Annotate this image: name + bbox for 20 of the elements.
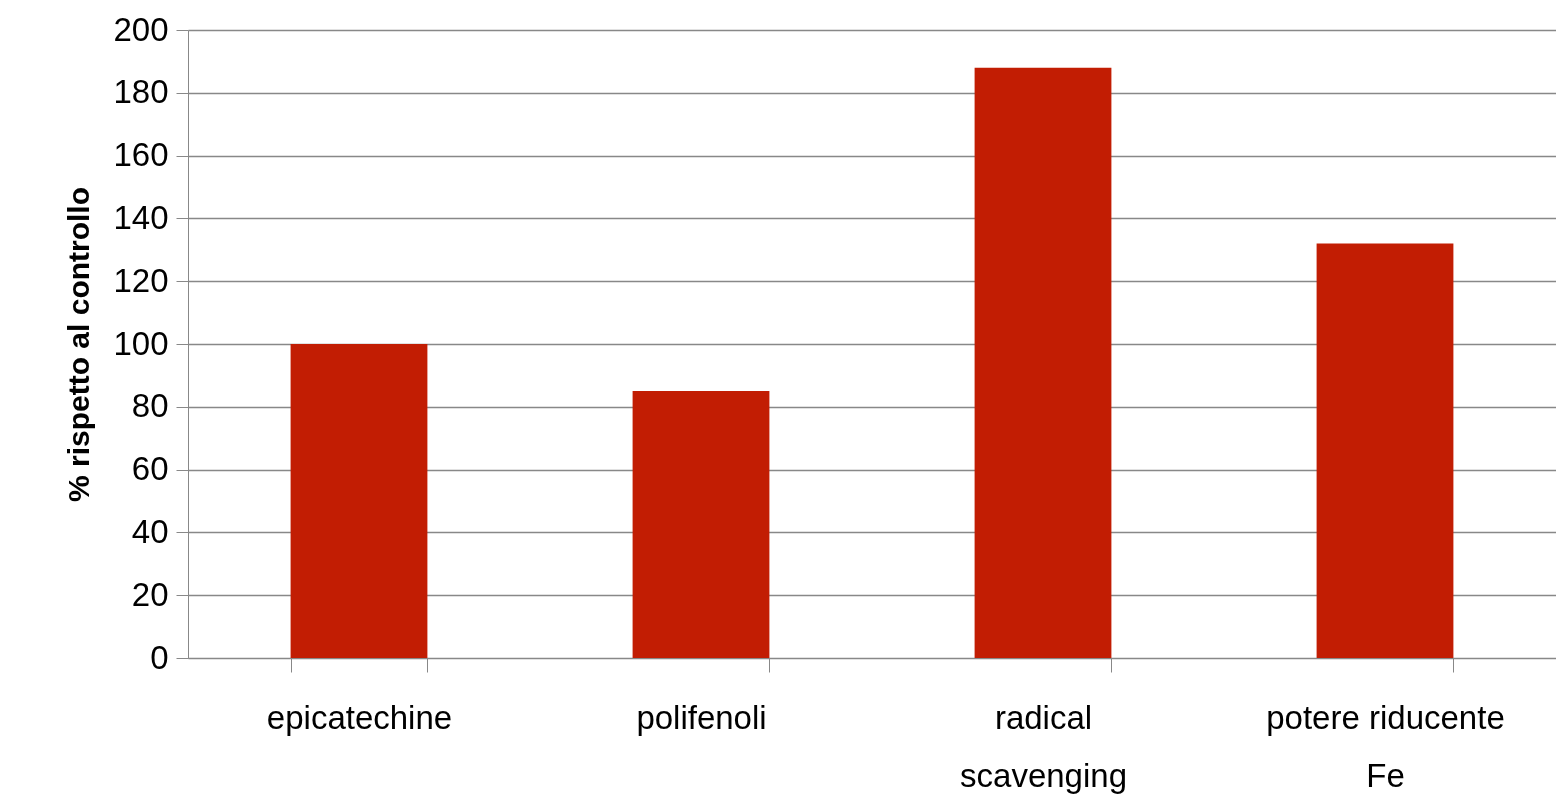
y-tick-label: 140 xyxy=(113,198,169,236)
x-tick-label: polifenoli xyxy=(636,698,767,736)
y-tick-label: 80 xyxy=(131,387,169,425)
y-tick-label: 100 xyxy=(113,324,169,362)
bar xyxy=(1316,243,1454,658)
y-tick-label: 180 xyxy=(113,73,169,111)
y-tick-label: 40 xyxy=(131,512,169,550)
y-tick-label: 120 xyxy=(113,261,169,299)
y-tick-label: 0 xyxy=(150,638,169,676)
y-tick-label: 20 xyxy=(131,575,169,613)
x-tick-label: potere riducente Fe xyxy=(1266,698,1505,794)
x-tick-label: radical scavenging xyxy=(960,698,1127,794)
y-axis-title: % rispetto al controllo xyxy=(62,186,96,503)
y-tick-label: 200 xyxy=(113,10,169,48)
y-tick-label: 160 xyxy=(113,136,169,174)
x-tick-label: epicatechine xyxy=(266,698,453,736)
y-tick-label: 60 xyxy=(131,450,169,488)
bar xyxy=(290,344,428,658)
bar xyxy=(632,391,770,658)
bar xyxy=(974,67,1112,658)
